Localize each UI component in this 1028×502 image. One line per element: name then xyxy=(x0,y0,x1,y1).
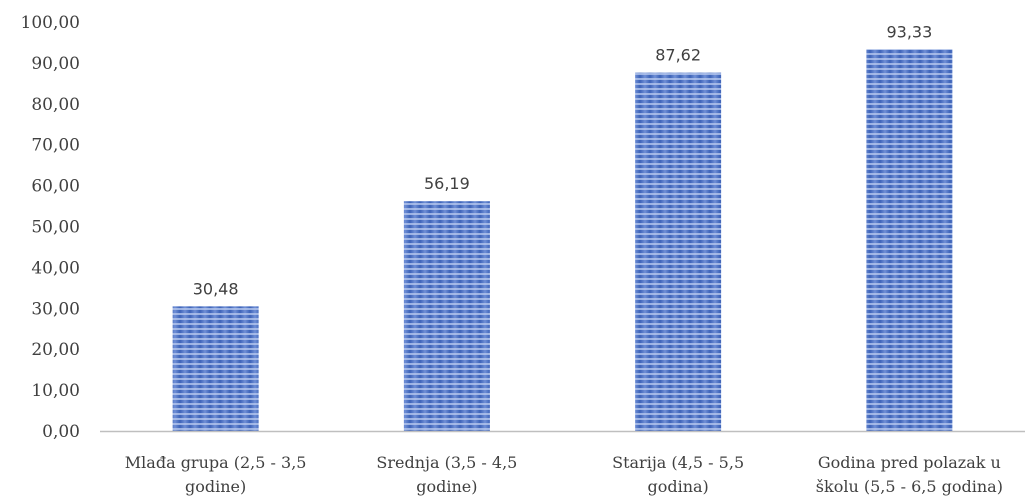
data-label: 30,48 xyxy=(193,279,239,298)
y-axis: 0,00 10,00 20,00 30,00 40,00 50,00 60,00 70,00 8… xyxy=(21,13,80,442)
y-tick-label: 0,00 xyxy=(42,422,80,442)
y-tick-label: 50,00 xyxy=(31,218,80,238)
y-tick-label: 40,00 xyxy=(31,258,80,278)
x-tick-label: Godina pred polazak u školu (5,5 - 6,5 go… xyxy=(816,453,1003,496)
data-label: 56,19 xyxy=(424,174,470,193)
y-tick-label: 60,00 xyxy=(31,177,80,197)
data-label: 93,33 xyxy=(886,22,932,41)
y-tick-label: 70,00 xyxy=(31,136,80,156)
x-axis: Mlađa grupa (2,5 - 3,5 godine) Srednja (3,… xyxy=(100,430,1025,496)
y-tick-label: 80,00 xyxy=(31,95,80,115)
bar xyxy=(403,201,490,431)
data-label: 87,62 xyxy=(655,46,701,65)
bar xyxy=(635,72,722,431)
x-tick-label: Starija (4,5 - 5,5 godina) xyxy=(612,453,744,496)
y-tick-label: 90,00 xyxy=(31,54,80,74)
x-tick-label: Srednja (3,5 - 4,5 godine) xyxy=(376,453,517,496)
y-tick-label: 30,00 xyxy=(31,299,80,319)
y-tick-label: 10,00 xyxy=(31,381,80,401)
bars: 30,48 56,19 87,62 93,33 xyxy=(172,22,953,431)
bar xyxy=(866,49,953,431)
x-tick-label: Mlađa grupa (2,5 - 3,5 godine) xyxy=(125,453,307,496)
y-tick-label: 100,00 xyxy=(21,13,80,33)
bar xyxy=(172,306,259,431)
y-tick-label: 20,00 xyxy=(31,340,80,360)
